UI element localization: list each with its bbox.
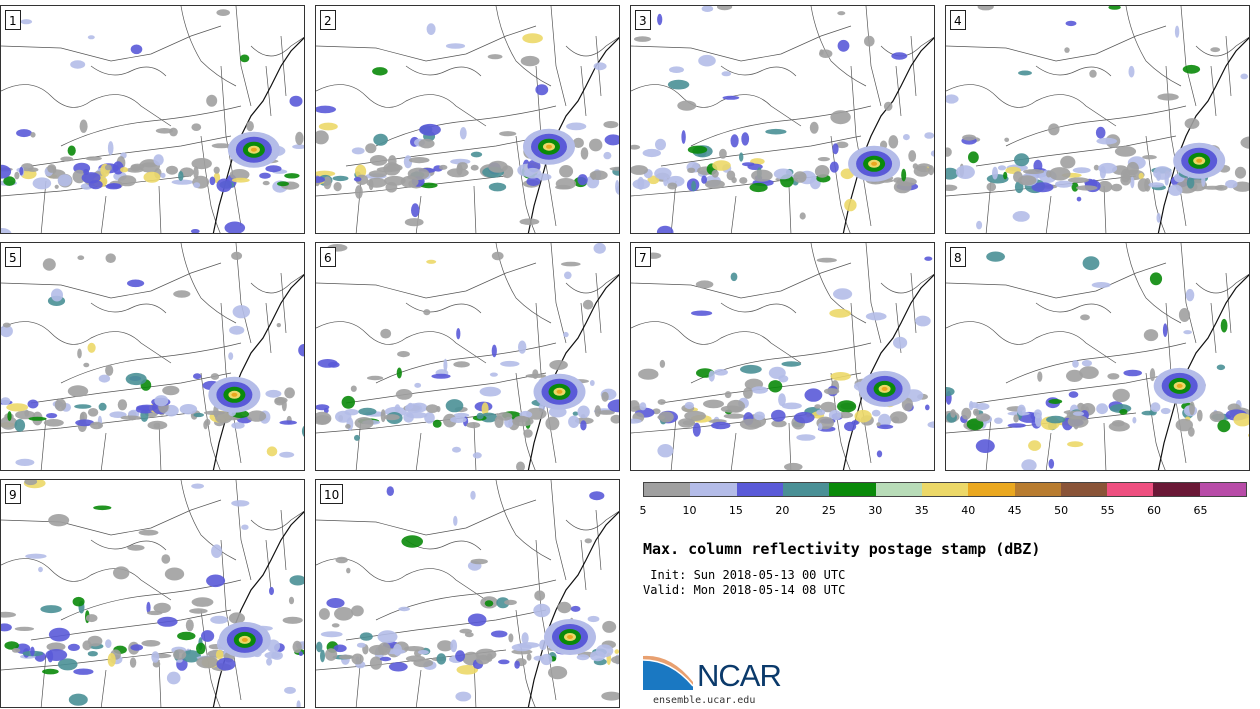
reflectivity-map — [946, 6, 1249, 233]
colorbar-segment — [1153, 483, 1200, 496]
ncar-swoosh-logo-icon — [643, 655, 694, 690]
colorbar-tick-label: 15 — [728, 504, 743, 517]
member-number-label: 1 — [5, 10, 21, 30]
ensemble-member-panel-7: 7 — [630, 242, 935, 471]
colorbar-tick-label: 10 — [682, 504, 697, 517]
member-number-label: 10 — [320, 484, 344, 504]
ensemble-member-panel-10: 10 — [315, 479, 620, 708]
colorbar-segment — [1014, 483, 1061, 496]
member-number-label: 7 — [635, 247, 651, 267]
ensemble-member-panel-1: 1 — [0, 5, 305, 234]
colorbar-segment — [644, 483, 691, 496]
reflectivity-map — [316, 480, 619, 707]
reflectivity-map — [946, 243, 1249, 470]
ensemble-member-panel-5: 5 — [0, 242, 305, 471]
reflectivity-map — [1, 480, 304, 707]
colorbar-tick-labels: 5 10 15 20 25 30 35 40 45 50 55 60 65 — [639, 504, 1247, 518]
reflectivity-colorbar — [643, 482, 1247, 497]
colorbar-segment — [690, 483, 737, 496]
reflectivity-map — [316, 6, 619, 233]
figure-title: Max. column reflectivity postage stamp (… — [643, 540, 1041, 558]
reflectivity-map — [1, 243, 304, 470]
valid-time: Valid: Mon 2018-05-14 08 UTC — [643, 583, 846, 597]
colorbar-tick-label: 40 — [961, 504, 976, 517]
ensemble-member-panel-9: 9 — [0, 479, 305, 708]
colorbar-segment — [1060, 483, 1108, 496]
colorbar-segment — [921, 483, 969, 496]
ncar-logo-text: NCAR — [697, 658, 782, 693]
ensemble-member-panel-6: 6 — [315, 242, 620, 471]
colorbar-tick-label: 20 — [775, 504, 790, 517]
site-url: ensemble.ucar.edu — [653, 695, 756, 706]
colorbar-segment — [1199, 483, 1247, 496]
colorbar-tick-label: 45 — [1007, 504, 1022, 517]
colorbar-segment — [1107, 483, 1154, 496]
reflectivity-map — [1, 6, 304, 233]
colorbar-segment — [829, 483, 876, 496]
member-number-label: 6 — [320, 247, 336, 267]
colorbar-tick-label: 30 — [868, 504, 883, 517]
colorbar-segment — [968, 483, 1015, 496]
member-number-label: 3 — [635, 10, 651, 30]
reflectivity-map — [316, 243, 619, 470]
colorbar-segment — [736, 483, 783, 496]
colorbar-tick-label: 5 — [639, 504, 647, 517]
member-number-label: 9 — [5, 484, 21, 504]
init-time: Init: Sun 2018-05-13 00 UTC — [643, 568, 846, 582]
reflectivity-map — [631, 6, 934, 233]
ensemble-member-panel-4: 4 — [945, 5, 1250, 234]
colorbar-segment — [875, 483, 922, 496]
ensemble-member-panel-8: 8 — [945, 242, 1250, 471]
member-number-label: 8 — [950, 247, 966, 267]
colorbar-tick-label: 50 — [1054, 504, 1069, 517]
member-number-label: 2 — [320, 10, 336, 30]
colorbar-tick-label: 65 — [1193, 504, 1208, 517]
reflectivity-map — [631, 243, 934, 470]
colorbar-tick-label: 35 — [914, 504, 929, 517]
member-number-label: 4 — [950, 10, 966, 30]
colorbar-segment — [782, 483, 830, 496]
member-number-label: 5 — [5, 247, 21, 267]
ensemble-member-panel-2: 2 — [315, 5, 620, 234]
colorbar-tick-label: 60 — [1147, 504, 1162, 517]
colorbar-tick-label: 25 — [821, 504, 836, 517]
colorbar-tick-label: 55 — [1100, 504, 1115, 517]
ensemble-member-panel-3: 3 — [630, 5, 935, 234]
